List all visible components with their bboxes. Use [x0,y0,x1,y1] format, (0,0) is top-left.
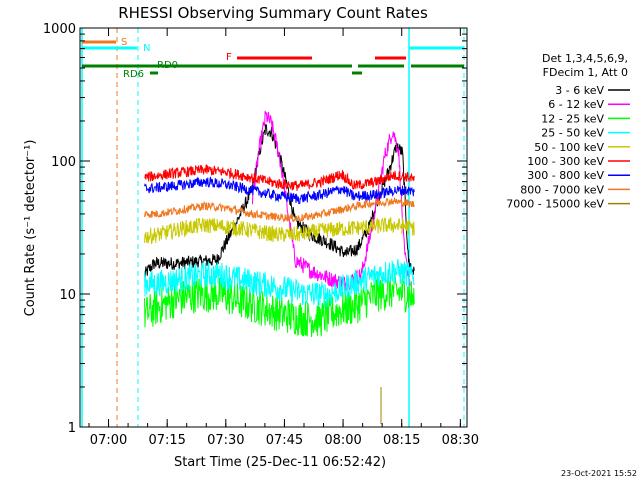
y-tick-label: 1 [68,421,76,436]
flag-s-label: S [121,37,127,48]
legend-entry-label: 50 - 100 keV [534,141,604,154]
legend-entry-label: 300 - 800 keV [527,169,604,182]
x-axis: 07:00 07:15 07:30 07:45 08:00 08:15 08:30 [88,28,479,448]
legend-entry-label: 800 - 7000 keV [520,183,604,196]
legend-header-line-2: FDecim 1, Att 0 [543,66,628,79]
y-tick-label: 10 [59,288,76,303]
legend-entry-label: 6 - 12 keV [548,98,604,111]
series-line [144,273,415,338]
series-line [144,176,415,205]
y-tick-label: 1000 [43,22,76,37]
series-line [252,110,411,293]
legend-entry-label: 7000 - 15000 keV [506,198,604,211]
chart-title: RHESSI Observing Summary Count Rates [118,4,428,22]
series-line [144,197,415,223]
legend-entry-label: 100 - 300 keV [527,155,604,168]
legend-header-line-1: Det 1,3,4,5,6,9, [542,52,628,65]
legend: Det 1,3,4,5,6,9, FDecim 1, Att 0 3 - 6 k… [506,52,630,211]
series-line [144,164,415,191]
series-line [144,216,415,245]
x-tick-label: 08:30 [442,433,479,448]
x-tick-label: 07:00 [90,433,127,448]
x-tick-label: 08:00 [324,433,361,448]
x-tick-label: 07:15 [148,433,185,448]
x-tick-label: 08:15 [383,433,420,448]
y-axis-label: Count Rate (s⁻¹ detector⁻¹) [23,140,38,317]
y-tick-label: 100 [51,155,76,170]
flag-f-label: F [226,52,232,63]
series-line [144,259,415,309]
x-tick-label: 07:45 [266,433,303,448]
x-tick-label: 07:30 [207,433,244,448]
legend-entry-label: 25 - 50 keV [541,127,604,140]
flag-n-label: N [143,43,150,54]
y-axis: 1 10 100 1000 [43,22,467,436]
series-layer [144,110,415,425]
flag-rd0-label: RD0 [157,60,178,71]
plot-area: S N F RD0 RD6 [81,28,465,427]
footer-date: 23-Oct-2021 15:52 [561,469,637,478]
legend-entry-label: 3 - 6 keV [555,84,604,97]
x-axis-label: Start Time (25-Dec-11 06:52:42) [174,455,386,470]
legend-entry-label: 12 - 25 keV [541,112,604,125]
plot-frame [79,27,468,428]
flag-rd6-label: RD6 [123,69,144,80]
